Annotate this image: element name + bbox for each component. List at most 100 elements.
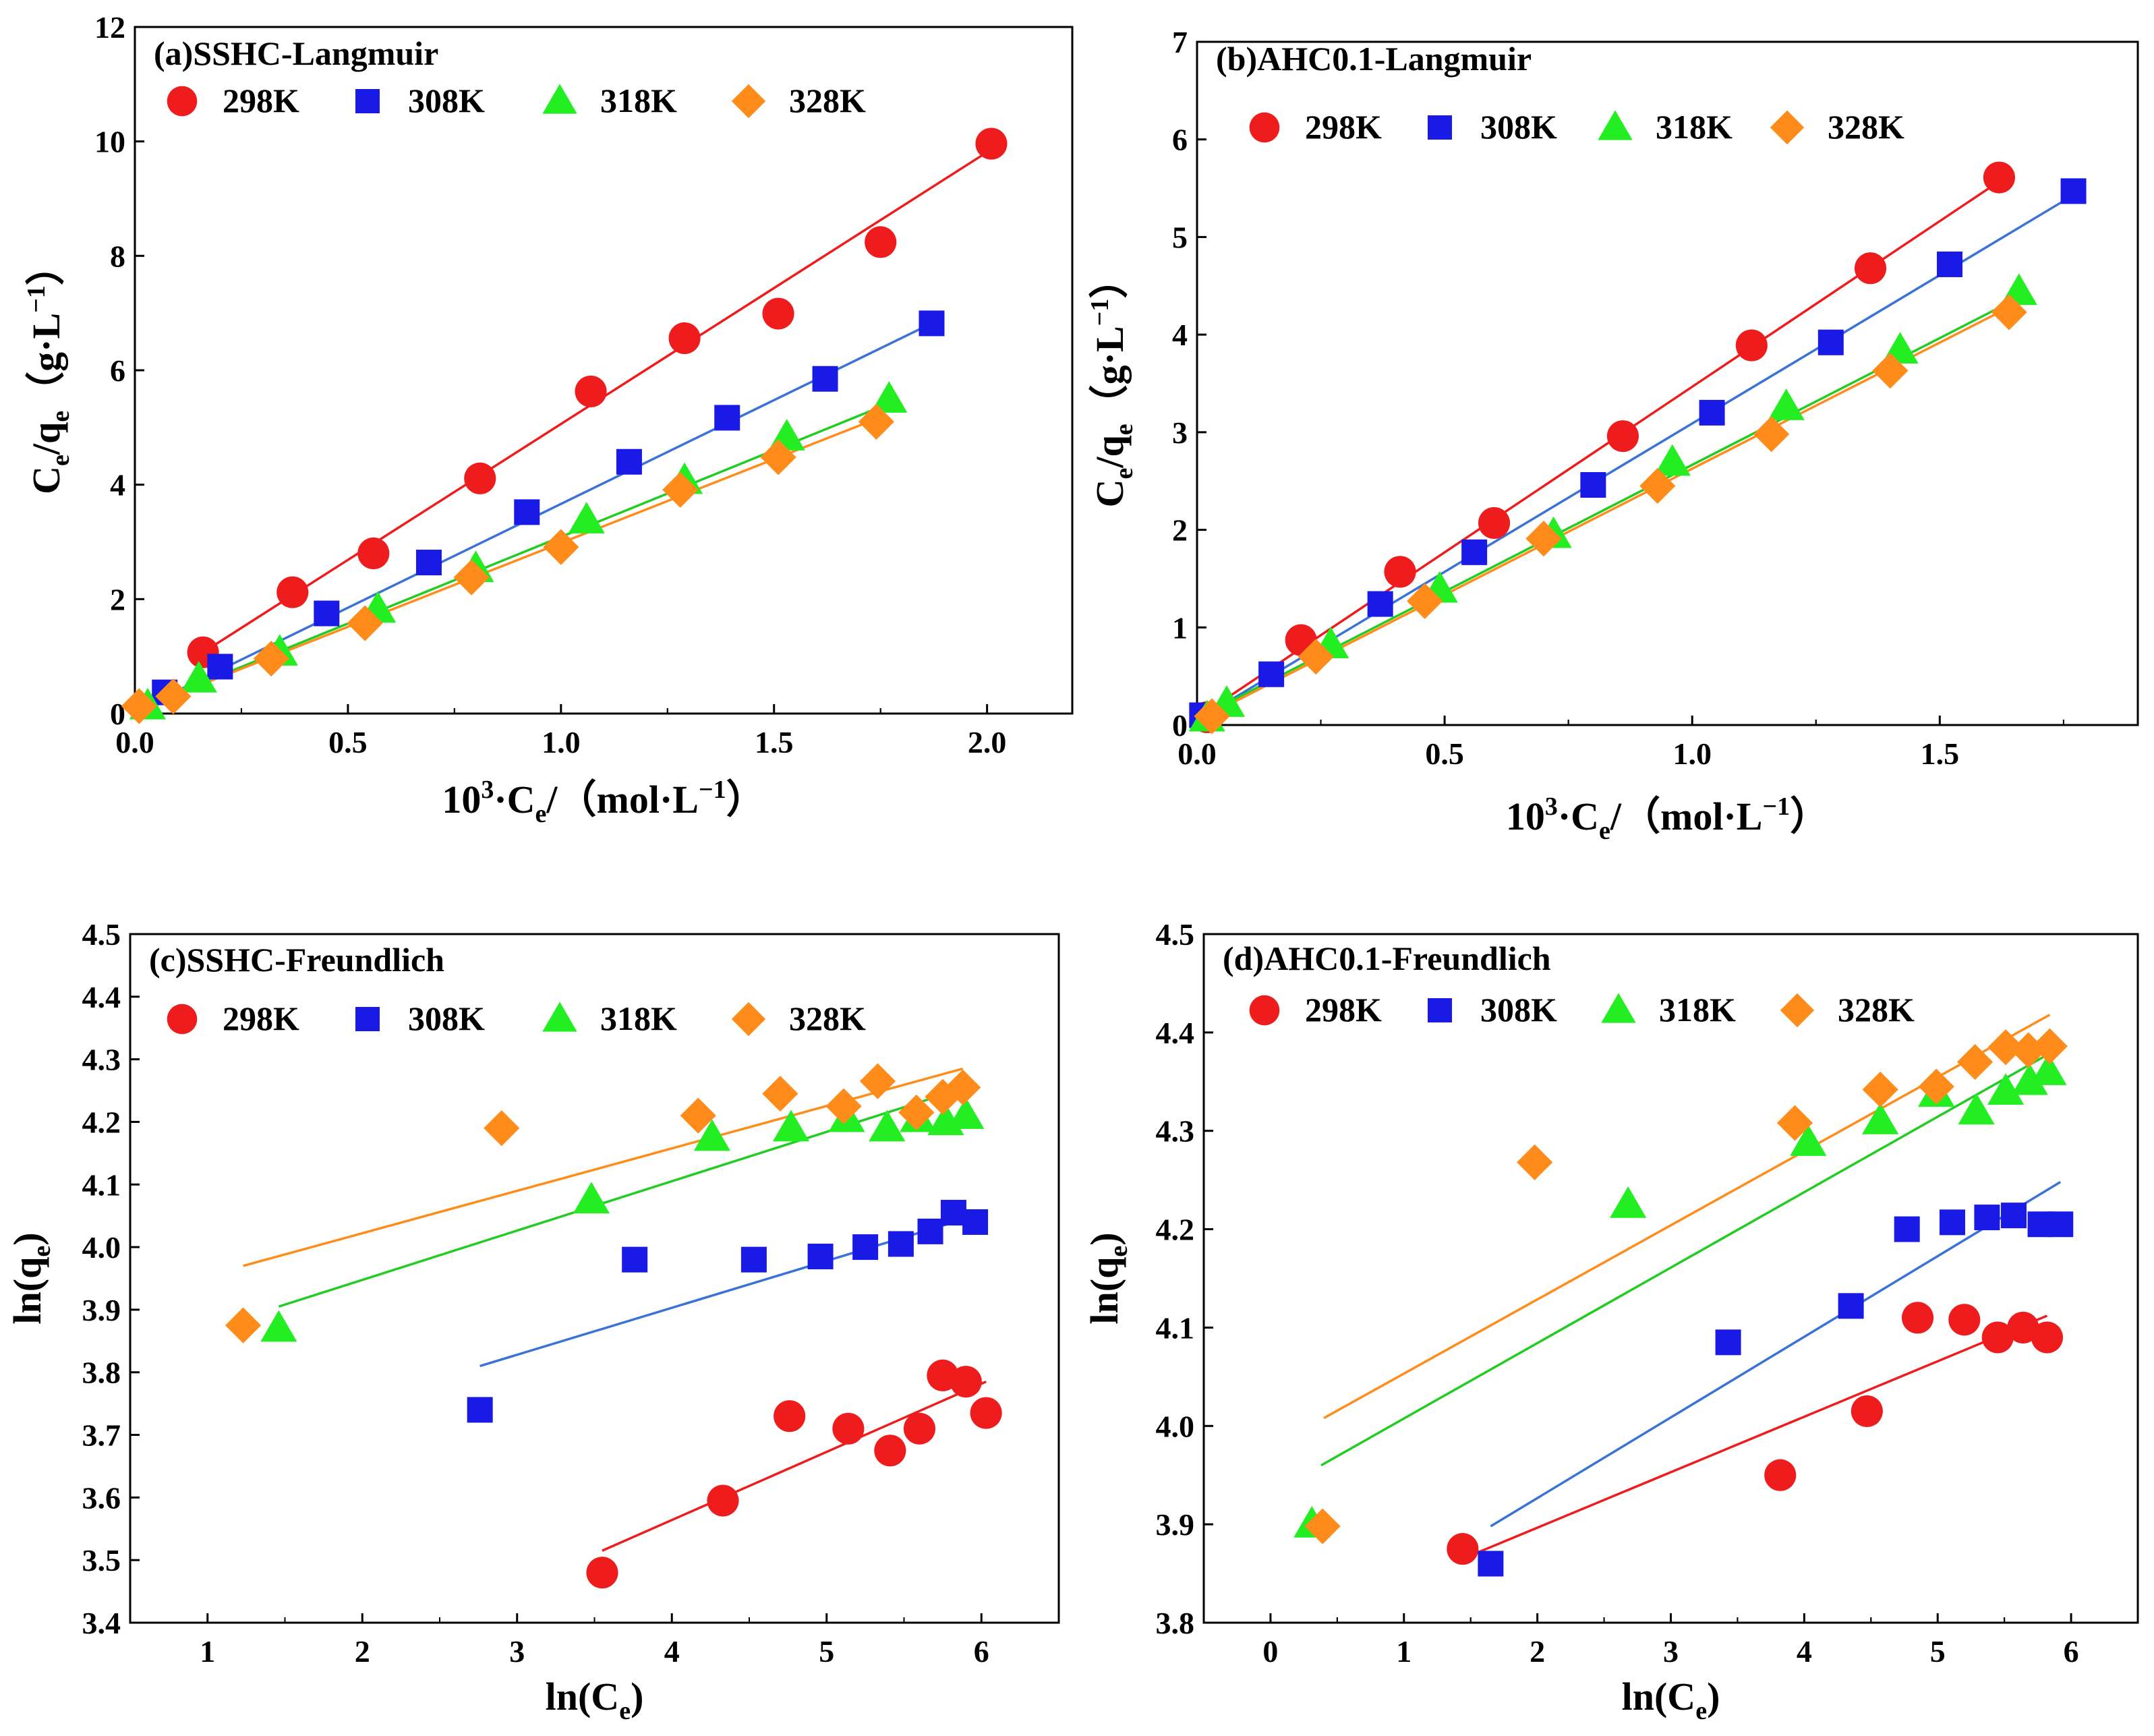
legend-label-328K: 328K: [1828, 108, 1904, 146]
data-point-328K: [225, 1307, 262, 1343]
data-point-308K: [415, 550, 442, 576]
data-point-298K: [464, 462, 496, 494]
data-point-298K: [1735, 329, 1768, 361]
panel-title: (a)SSHC-Langmuir: [154, 34, 438, 72]
x-tick-label: 0.0: [1177, 736, 1217, 771]
panel-d: 0 1 2 3 4 5 6 3.8 3.9 4.0 4.1 4.2 4.3 4.4 4.5 (d)AHC0.1…: [1082, 917, 2139, 1725]
data-point-308K: [207, 654, 233, 680]
x-tick-label: 2: [1530, 1634, 1545, 1669]
x-tick-label: 1.0: [542, 725, 581, 759]
data-point-308K: [2047, 1211, 2074, 1238]
data-point-308K: [1367, 591, 1393, 617]
y-axis-label: Ce/qe（g·L−1）: [1086, 260, 1138, 508]
data-point-318K: [180, 661, 217, 693]
data-point-328K: [1872, 353, 1909, 389]
legend-label-318K: 318K: [1659, 991, 1736, 1029]
data-point-308K: [887, 1231, 914, 1257]
data-point-308K: [940, 1200, 966, 1226]
data-point-298K: [903, 1412, 936, 1445]
y-tick-label: 0: [1172, 708, 1188, 743]
y-tick-label: 6: [1172, 123, 1188, 157]
x-tick-label: 1.0: [1672, 736, 1712, 771]
data-point-328K: [2031, 1028, 2068, 1064]
x-tick-label: 4: [664, 1634, 680, 1669]
plot-frame: [134, 26, 1074, 715]
y-tick-label: 4.3: [1156, 1114, 1195, 1149]
data-point-328K: [760, 439, 796, 475]
data-point-298K: [1606, 420, 1639, 453]
data-point-318K: [772, 1109, 810, 1142]
data-point-318K: [1790, 1124, 1827, 1156]
x-tick-label: 6: [2064, 1634, 2079, 1669]
x-tick-label: 1: [200, 1634, 215, 1669]
data-point-308K: [1580, 472, 1606, 498]
legend-marker-298K: [1249, 995, 1280, 1026]
data-point-298K: [950, 1366, 982, 1398]
data-point-308K: [1838, 1293, 1864, 1319]
data-point-308K: [1937, 251, 1962, 277]
x-tick-label: 0.5: [1425, 736, 1464, 771]
legend-marker-298K: [167, 86, 198, 117]
y-tick-label: 3.4: [82, 1606, 121, 1640]
data-point-298K: [762, 297, 794, 330]
data-point-298K: [865, 226, 897, 258]
data-point-308K: [1478, 1551, 1504, 1577]
data-point-298K: [357, 537, 390, 570]
y-tick-label: 4.3: [82, 1043, 121, 1077]
data-point-298K: [1764, 1459, 1797, 1491]
legend-label-318K: 318K: [1656, 108, 1733, 146]
x-tick-label: 2.0: [968, 725, 1007, 759]
y-tick-label: 4.2: [82, 1105, 121, 1139]
panel-title: (d)AHC0.1-Freundlich: [1223, 939, 1551, 977]
x-tick-label: 0: [1262, 1634, 1278, 1669]
data-point-318K: [871, 381, 908, 413]
data-point-328K: [1304, 1508, 1341, 1544]
data-point-298K: [874, 1435, 906, 1467]
legend-marker-298K: [167, 1004, 198, 1035]
x-axis-label: ln(Ce): [1622, 1675, 1720, 1725]
data-point-308K: [2000, 1203, 2027, 1229]
data-point-308K: [1258, 661, 1285, 687]
legend-label-318K: 318K: [600, 82, 677, 119]
data-point-328K: [1517, 1144, 1553, 1180]
y-tick-label: 4: [110, 468, 125, 502]
data-point-318K: [1987, 1073, 2025, 1105]
x-tick-label: 0.5: [328, 725, 368, 759]
data-point-328K: [1407, 583, 1443, 619]
data-point-318K: [1958, 1093, 1995, 1125]
legend-label-298K: 298K: [1305, 991, 1382, 1029]
legend-marker-318K: [542, 84, 577, 114]
legend-label-298K: 298K: [1305, 108, 1382, 146]
data-point-318K: [1610, 1186, 1647, 1218]
data-point-308K: [740, 1246, 767, 1273]
data-point-328K: [859, 1063, 896, 1099]
y-axis-label: ln(qe): [5, 1232, 56, 1324]
y-tick-label: 4.5: [1156, 917, 1195, 952]
y-tick-label: 6: [110, 353, 125, 388]
x-tick-label: 6: [974, 1634, 989, 1669]
legend-marker-318K: [542, 1002, 577, 1032]
data-point-318K: [1654, 444, 1691, 476]
y-tick-label: 4.1: [82, 1167, 121, 1202]
x-tick-label: 2: [355, 1634, 370, 1669]
y-axis-label: Ce/qe（g·L−1）: [22, 246, 75, 494]
data-point-328K: [1987, 1029, 2024, 1066]
data-point-308K: [714, 405, 740, 431]
fit-line-318K: [1320, 1053, 2049, 1467]
panel-c: 1 2 3 4 5 6 3.4 3.5 3.6 3.7 3.8 3.9 4.0 4.1 4.2 4.3 4.4 4…: [5, 917, 1060, 1725]
data-point-298K: [276, 576, 309, 608]
x-tick-label: 3: [1663, 1634, 1679, 1669]
data-point-308K: [616, 449, 642, 475]
data-point-328K: [1639, 467, 1676, 504]
y-tick-label: 4.4: [1156, 1016, 1195, 1050]
data-point-298K: [1981, 1321, 2014, 1354]
fit-line-318K: [278, 1086, 966, 1308]
data-point-308K: [514, 499, 540, 525]
data-point-328K: [1991, 294, 2027, 330]
fit-line-308K: [164, 322, 933, 698]
data-point-308K: [1699, 399, 1725, 426]
x-axis-label: 103·Ce/（mol·L−1）: [442, 776, 765, 828]
legend-label-308K: 308K: [1480, 108, 1557, 146]
y-tick-label: 3.8: [82, 1356, 121, 1390]
y-tick-label: 3.6: [82, 1480, 121, 1515]
